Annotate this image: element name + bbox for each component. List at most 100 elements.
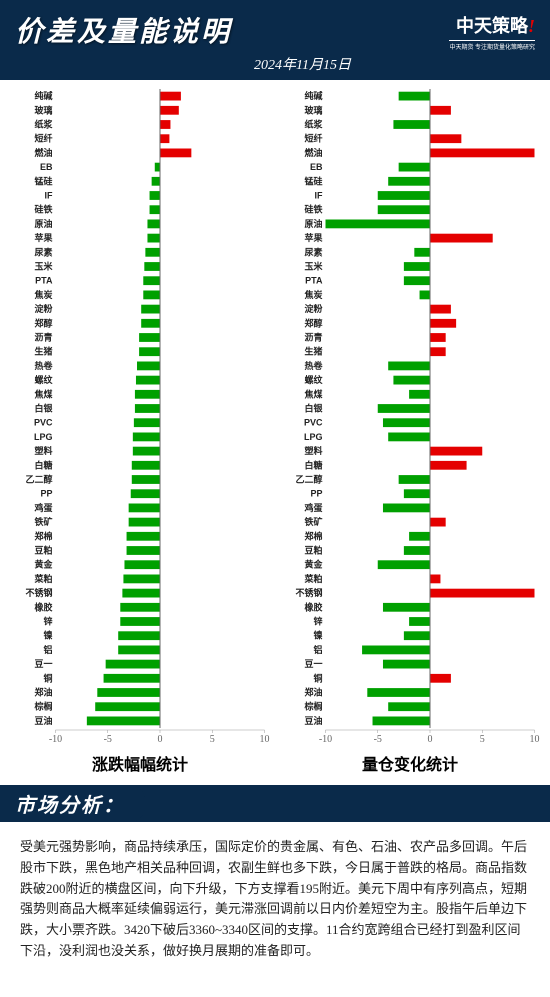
bar xyxy=(399,92,430,101)
category-label: 不锈钢 xyxy=(25,587,52,598)
x-tick-label: 5 xyxy=(480,734,485,745)
analysis-text: 受美元强势影响，商品持续承压，国际定价的贵金属、有色、石油、农产品多回调。午后股… xyxy=(0,822,550,997)
bar xyxy=(104,674,160,683)
category-label: 焦炭 xyxy=(303,289,322,300)
category-label: LPG xyxy=(34,432,53,442)
bar xyxy=(160,148,191,157)
bar xyxy=(420,290,430,299)
bar xyxy=(430,134,461,143)
category-label: PVC xyxy=(304,418,323,428)
header: 价差及量能说明 2024年11月15日 中天策略! 中天期货 专注期货量化策略研… xyxy=(0,0,550,80)
category-label: 焦煤 xyxy=(33,388,52,399)
category-label: 菜粕 xyxy=(33,573,52,584)
bar xyxy=(152,177,160,186)
category-label: 锌 xyxy=(43,616,52,627)
bar xyxy=(383,418,430,427)
category-label: 锌 xyxy=(313,616,322,627)
category-label: 塑料 xyxy=(304,445,322,456)
bar xyxy=(404,546,430,555)
chart-right-label: 量仓变化统计 xyxy=(275,751,545,775)
category-label: 纯碱 xyxy=(34,90,52,101)
category-label: 塑料 xyxy=(34,445,52,456)
bar xyxy=(409,532,430,541)
category-label: 鸡蛋 xyxy=(33,502,52,513)
bar xyxy=(388,177,430,186)
category-label: 铁矿 xyxy=(304,516,322,527)
category-label: 沥青 xyxy=(34,332,52,343)
category-label: PVC xyxy=(34,418,53,428)
category-label: 纯碱 xyxy=(304,90,322,101)
category-label: 硅铁 xyxy=(304,204,322,215)
x-tick-label: 0 xyxy=(158,734,163,745)
bar xyxy=(141,319,160,328)
charts-container: 纯碱玻璃纸浆短纤燃油EB锰硅IF硅铁原油苹果尿素玉米PTA焦炭淀粉郑醇沥青生猪热… xyxy=(0,80,550,785)
bar xyxy=(367,688,430,697)
bar xyxy=(97,688,160,697)
category-label: 豆一 xyxy=(34,659,52,669)
bar xyxy=(133,432,160,441)
x-tick-label: -5 xyxy=(374,734,382,745)
bar xyxy=(160,106,179,115)
bar xyxy=(136,376,160,385)
category-label: 铁矿 xyxy=(34,516,52,527)
bar xyxy=(430,674,451,683)
section-bar: 市场分析： xyxy=(0,785,550,822)
category-label: 郑油 xyxy=(304,687,322,698)
bar xyxy=(430,518,446,527)
bar xyxy=(150,191,160,200)
bar xyxy=(139,333,160,342)
bar xyxy=(388,432,430,441)
bar xyxy=(326,219,431,228)
bar xyxy=(95,702,160,711)
x-tick-label: 0 xyxy=(428,734,433,745)
bar xyxy=(404,489,430,498)
bar xyxy=(123,574,160,583)
category-label: 生猪 xyxy=(304,346,322,357)
category-label: 白糖 xyxy=(34,459,52,470)
bar xyxy=(132,475,160,484)
bar xyxy=(87,716,160,725)
category-label: 郑油 xyxy=(34,687,52,698)
category-label: 豆粕 xyxy=(34,545,52,556)
category-label: PP xyxy=(310,489,322,499)
report-date: 2024年11月15日 xyxy=(254,54,351,74)
bar xyxy=(118,645,160,654)
category-label: PTA xyxy=(35,276,53,286)
bar xyxy=(135,404,160,413)
bar xyxy=(147,234,160,243)
category-label: 鸡蛋 xyxy=(303,502,322,513)
bar xyxy=(129,503,160,512)
bar xyxy=(134,418,160,427)
category-label: 玉米 xyxy=(34,261,53,272)
category-label: 锰硅 xyxy=(34,175,52,186)
category-label: 橡胶 xyxy=(34,601,52,612)
category-label: 豆油 xyxy=(34,715,52,726)
category-label: 棕榈 xyxy=(303,701,322,712)
category-label: 苹果 xyxy=(34,232,53,243)
bar xyxy=(155,163,160,172)
bar xyxy=(388,361,430,370)
bar xyxy=(409,617,430,626)
category-label: IF xyxy=(45,191,54,201)
category-label: 白银 xyxy=(34,403,53,414)
bar xyxy=(147,219,160,228)
bar xyxy=(131,489,160,498)
bar xyxy=(141,305,160,314)
volume-change-chart: 纯碱玻璃纸浆短纤燃油EB锰硅IF硅铁原油苹果尿素玉米PTA焦炭淀粉郑醇沥青生猪热… xyxy=(275,85,545,746)
category-label: 淀粉 xyxy=(34,303,52,314)
category-label: 铜 xyxy=(313,672,322,683)
bar xyxy=(430,106,451,115)
category-label: 热卷 xyxy=(34,360,53,371)
bar xyxy=(388,702,430,711)
bar xyxy=(143,290,160,299)
bar xyxy=(430,333,446,342)
bar xyxy=(393,120,430,129)
category-label: 苹果 xyxy=(304,232,323,243)
bar xyxy=(160,92,181,101)
bar xyxy=(383,503,430,512)
category-label: 螺纹 xyxy=(34,374,53,385)
category-label: 白糖 xyxy=(304,459,322,470)
bar xyxy=(145,248,160,257)
category-label: 橡胶 xyxy=(304,601,322,612)
category-label: 镍 xyxy=(43,630,52,641)
